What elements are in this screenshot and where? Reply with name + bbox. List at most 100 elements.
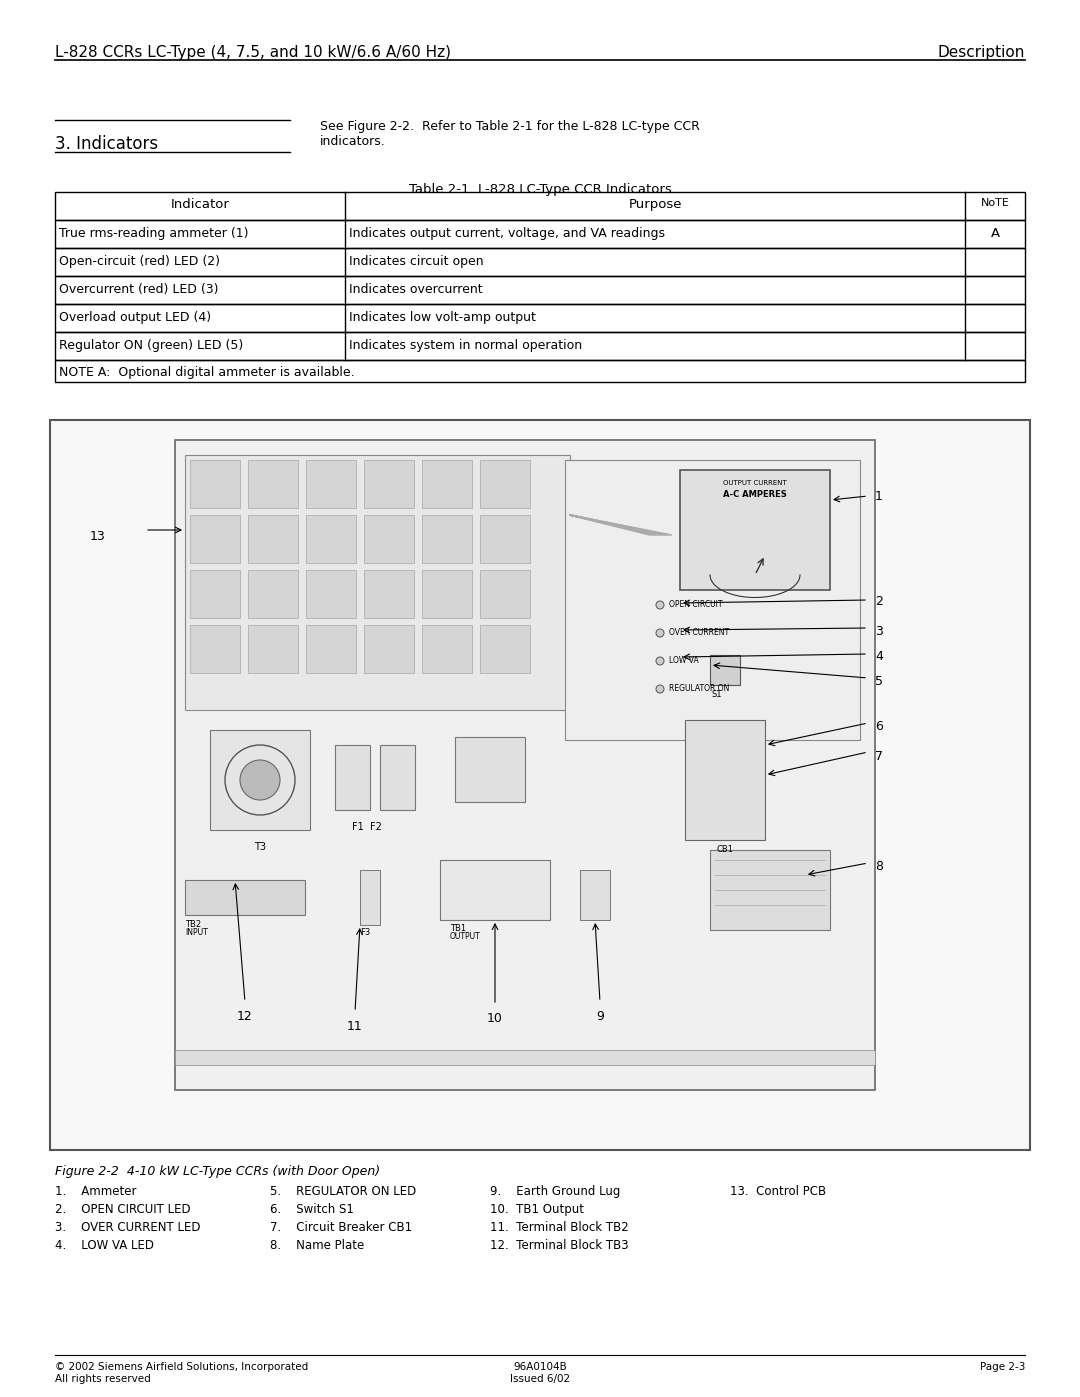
Bar: [580, 870, 610, 921]
Text: L-828 CCRs LC-Type (4, 7.5, and 10 kW/6.6 A/60 Hz): L-828 CCRs LC-Type (4, 7.5, and 10 kW/6.…: [55, 45, 451, 60]
Text: 9: 9: [596, 1010, 604, 1023]
Bar: [422, 624, 472, 673]
Text: CB1: CB1: [716, 845, 733, 854]
Text: 10.  TB1 Output: 10. TB1 Output: [490, 1203, 584, 1215]
Text: 10: 10: [487, 1011, 503, 1025]
Bar: [440, 861, 550, 921]
Text: 2: 2: [875, 595, 882, 608]
Bar: [360, 870, 380, 925]
Text: OUTPUT: OUTPUT: [450, 932, 481, 942]
Bar: [185, 880, 305, 915]
Bar: [480, 515, 530, 563]
Bar: [175, 1051, 875, 1065]
Bar: [480, 624, 530, 673]
Text: REGULATOR ON: REGULATOR ON: [669, 685, 729, 693]
Bar: [248, 570, 298, 617]
Bar: [55, 191, 1025, 219]
Bar: [190, 460, 240, 509]
Bar: [55, 249, 1025, 277]
Text: S1: S1: [712, 690, 723, 698]
Bar: [175, 440, 875, 1090]
Text: Purpose: Purpose: [629, 198, 681, 211]
Bar: [185, 455, 570, 710]
Bar: [422, 570, 472, 617]
Text: F3: F3: [360, 928, 370, 937]
Text: A: A: [990, 226, 1000, 240]
Text: 5.    REGULATOR ON LED: 5. REGULATOR ON LED: [270, 1185, 416, 1199]
Text: 13: 13: [90, 529, 106, 543]
Text: TB1: TB1: [450, 923, 467, 933]
Bar: [55, 360, 1025, 381]
Text: 7.    Circuit Breaker CB1: 7. Circuit Breaker CB1: [270, 1221, 413, 1234]
Text: 12.  Terminal Block TB3: 12. Terminal Block TB3: [490, 1239, 629, 1252]
Circle shape: [656, 629, 664, 637]
Bar: [306, 624, 356, 673]
Bar: [306, 460, 356, 509]
Text: NᴏTE: NᴏTE: [981, 198, 1010, 208]
Text: OVER CURRENT: OVER CURRENT: [669, 629, 729, 637]
Text: Indicates output current, voltage, and VA readings: Indicates output current, voltage, and V…: [349, 226, 665, 240]
Text: Page 2-3: Page 2-3: [980, 1362, 1025, 1372]
Text: Indicates circuit open: Indicates circuit open: [349, 256, 484, 268]
Bar: [248, 624, 298, 673]
Text: A-C AMPERES: A-C AMPERES: [724, 490, 787, 499]
Bar: [210, 731, 310, 830]
Text: 6.    Switch S1: 6. Switch S1: [270, 1203, 354, 1215]
Text: 9.    Earth Ground Lug: 9. Earth Ground Lug: [490, 1185, 620, 1199]
Bar: [248, 460, 298, 509]
Text: 3: 3: [875, 624, 882, 638]
Text: © 2002 Siemens Airfield Solutions, Incorporated
All rights reserved: © 2002 Siemens Airfield Solutions, Incor…: [55, 1362, 308, 1383]
Text: Indicates overcurrent: Indicates overcurrent: [349, 284, 483, 296]
Text: 7: 7: [875, 750, 883, 763]
Text: Indicator: Indicator: [171, 198, 229, 211]
Text: True rms-reading ammeter (1): True rms-reading ammeter (1): [59, 226, 248, 240]
Bar: [455, 738, 525, 802]
Text: Overcurrent (red) LED (3): Overcurrent (red) LED (3): [59, 284, 218, 296]
Bar: [422, 460, 472, 509]
Text: OPEN CIRCUIT: OPEN CIRCUIT: [669, 599, 723, 609]
Bar: [190, 515, 240, 563]
Bar: [565, 460, 860, 740]
Text: 5: 5: [875, 675, 883, 687]
Bar: [364, 624, 414, 673]
Text: OUTPUT CURRENT: OUTPUT CURRENT: [724, 481, 787, 486]
Text: See Figure 2-2.  Refer to Table 2-1 for the L-828 LC-type CCR
indicators.: See Figure 2-2. Refer to Table 2-1 for t…: [320, 120, 700, 148]
Text: Overload output LED (4): Overload output LED (4): [59, 312, 211, 324]
Bar: [685, 719, 765, 840]
Text: 11.  Terminal Block TB2: 11. Terminal Block TB2: [490, 1221, 629, 1234]
Text: 11: 11: [347, 1020, 363, 1032]
Text: 8.    Name Plate: 8. Name Plate: [270, 1239, 364, 1252]
Text: 4.    LOW VA LED: 4. LOW VA LED: [55, 1239, 154, 1252]
Bar: [190, 570, 240, 617]
Bar: [335, 745, 370, 810]
Bar: [680, 469, 831, 590]
Circle shape: [656, 657, 664, 665]
Text: TB2: TB2: [185, 921, 201, 929]
Text: 1: 1: [875, 490, 882, 503]
Bar: [422, 515, 472, 563]
Bar: [55, 277, 1025, 305]
Text: 3.    OVER CURRENT LED: 3. OVER CURRENT LED: [55, 1221, 201, 1234]
Text: T3: T3: [254, 842, 266, 852]
Circle shape: [656, 601, 664, 609]
Text: Indicates system in normal operation: Indicates system in normal operation: [349, 339, 582, 352]
Text: 12: 12: [238, 1010, 253, 1023]
Circle shape: [240, 760, 280, 800]
Bar: [364, 460, 414, 509]
Bar: [55, 219, 1025, 249]
Text: Description: Description: [937, 45, 1025, 60]
Text: Regulator ON (green) LED (5): Regulator ON (green) LED (5): [59, 339, 243, 352]
Text: Open-circuit (red) LED (2): Open-circuit (red) LED (2): [59, 256, 220, 268]
Circle shape: [656, 685, 664, 693]
Bar: [480, 570, 530, 617]
Text: F1  F2: F1 F2: [352, 821, 382, 833]
Bar: [50, 420, 1030, 1150]
Bar: [306, 515, 356, 563]
Bar: [248, 515, 298, 563]
Bar: [190, 624, 240, 673]
Bar: [710, 655, 740, 685]
Text: 2.    OPEN CIRCUIT LED: 2. OPEN CIRCUIT LED: [55, 1203, 191, 1215]
Text: NOTE A:  Optional digital ammeter is available.: NOTE A: Optional digital ammeter is avai…: [59, 366, 354, 379]
Bar: [380, 745, 415, 810]
Bar: [306, 570, 356, 617]
